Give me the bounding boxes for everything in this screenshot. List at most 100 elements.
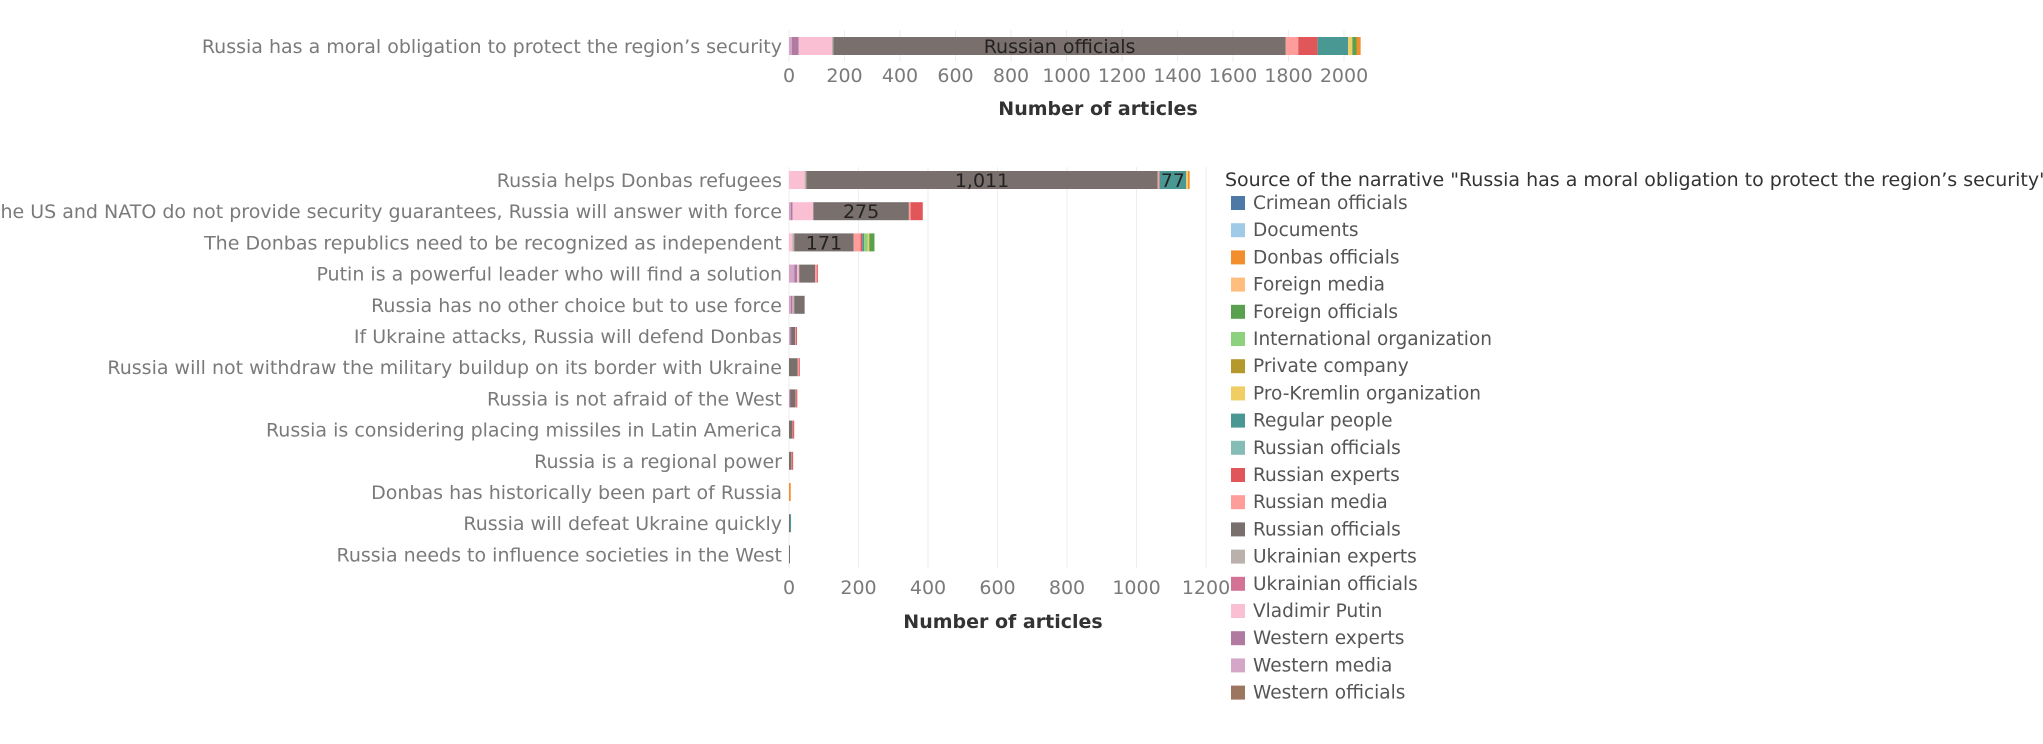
legend-label: Russian officials [1253, 519, 1401, 540]
category-label: Donbas has historically been part of Rus… [371, 482, 782, 504]
bar-segment [792, 295, 794, 314]
bar-segment [792, 420, 794, 439]
legend-swatch [1231, 468, 1245, 482]
bar-segment [794, 264, 797, 283]
bar-segment [789, 202, 791, 221]
bar-segment [1352, 37, 1357, 55]
bar-segment [799, 264, 816, 283]
legend-swatch [1231, 332, 1245, 346]
legend-swatch [1231, 604, 1245, 618]
bar-segment [794, 295, 805, 314]
bar-segment [1187, 171, 1190, 189]
top-chart: 0 200 400 600 800 1000 1200 1400 1600 1800 2000 Num… [202, 30, 1368, 120]
x-tick-label: 1000 [1042, 65, 1090, 87]
x-tick-label: 0 [783, 65, 795, 87]
bar-segment [789, 264, 795, 283]
legend-label: Russian media [1253, 492, 1388, 513]
legend-label: Private company [1253, 356, 1409, 377]
category-label: Russia is not afraid of the West [487, 388, 782, 410]
legend-label: Crimean officials [1253, 193, 1408, 214]
bar-segment [789, 171, 805, 189]
category-label: If Ukraine attacks, Russia will defend D… [354, 326, 782, 348]
legend-label: Donbas officials [1253, 247, 1400, 268]
bar-segment [797, 358, 799, 377]
bar-segment [789, 451, 792, 470]
bar-segment [794, 233, 854, 252]
legend-label: Western officials [1253, 683, 1405, 704]
bar-segment [1348, 37, 1353, 55]
legend-swatch [1231, 440, 1245, 455]
category-label: Russia has a moral obligation to protect… [202, 36, 782, 58]
legend-label: Western media [1253, 655, 1392, 676]
data-label: 171 [806, 232, 842, 254]
bar-segment [789, 233, 793, 252]
bar-segment [813, 202, 909, 221]
legend-swatch [1231, 196, 1245, 210]
bar-segment [1356, 37, 1361, 55]
bar-segment [1298, 37, 1318, 55]
data-label: 77 [1161, 170, 1185, 192]
legend-label: Ukrainian officials [1253, 574, 1418, 595]
bottom-chart: 0 200 400 600 800 1000 1200 Number of articles R… [0, 167, 1230, 633]
bar-segment [791, 327, 796, 345]
x-tick-label: 200 [840, 577, 876, 599]
bar-segment [791, 37, 799, 55]
bar-segment [867, 233, 870, 252]
x-tick-label: 0 [783, 577, 795, 599]
category-label: Russia is considering placing missiles i… [266, 420, 782, 442]
bar-segment [910, 202, 923, 221]
bar-segment [790, 202, 793, 221]
category-label: The Donbas republics need to be recogniz… [203, 232, 782, 254]
bar-segment [798, 37, 833, 55]
bar-segment [789, 37, 792, 55]
legend-label: Russian officials [1253, 438, 1401, 459]
legend-label: Foreign media [1253, 275, 1385, 296]
bar-segment [789, 514, 791, 533]
bar-segment [792, 202, 814, 221]
bar-segment [789, 483, 791, 501]
x-tick-label: 600 [937, 65, 973, 87]
bar-segment [853, 233, 861, 252]
bar-segment [796, 264, 799, 283]
legend-swatch [1231, 685, 1245, 700]
x-tick-label: 1600 [1209, 65, 1257, 87]
x-tick-label: 800 [993, 65, 1029, 87]
x-tick-label: 1000 [1112, 577, 1160, 599]
legend-swatch [1231, 631, 1245, 646]
x-tick-label: 400 [882, 65, 918, 87]
bar-segment [793, 420, 795, 439]
bar-segment [790, 514, 792, 533]
bar-segment [804, 171, 807, 189]
category-label: Russia has no other choice but to use fo… [371, 295, 782, 317]
bar-segment [789, 358, 798, 377]
category-label: Russia will defeat Ukraine quickly [463, 513, 782, 535]
bar-segment [1159, 171, 1187, 189]
bar-segment [862, 233, 865, 252]
bar-segment [789, 545, 790, 564]
category-label: Putin is a powerful leader who will find… [316, 264, 782, 286]
legend-label: Regular people [1253, 411, 1393, 432]
legend-swatch [1231, 359, 1245, 374]
bar-segment [789, 389, 790, 408]
legend-label: Foreign officials [1253, 302, 1398, 323]
legend-label: Pro-Kremlin organization [1253, 383, 1481, 404]
x-tick-label: 2000 [1320, 65, 1368, 87]
data-label: 275 [843, 201, 879, 223]
bar-segment [790, 389, 796, 408]
legend-swatch [1231, 277, 1245, 292]
bar-segment [795, 327, 797, 345]
bar-segment [1186, 171, 1188, 189]
legend-swatch [1231, 549, 1245, 564]
legend: Source of the narrative "Russia has a mo… [1225, 169, 2043, 704]
legend-label: Ukrainian experts [1253, 547, 1417, 568]
bar-segment [790, 327, 792, 345]
data-label: Russian officials [984, 36, 1136, 58]
legend-label: Russian experts [1253, 465, 1400, 486]
x-tick-label: 1200 [1182, 577, 1230, 599]
bar-segment [1157, 171, 1160, 189]
bar-segment [789, 389, 791, 408]
bar-segment [796, 389, 798, 408]
x-tick-label: 200 [826, 65, 862, 87]
category-label: Russia needs to influence societies in t… [336, 544, 782, 566]
